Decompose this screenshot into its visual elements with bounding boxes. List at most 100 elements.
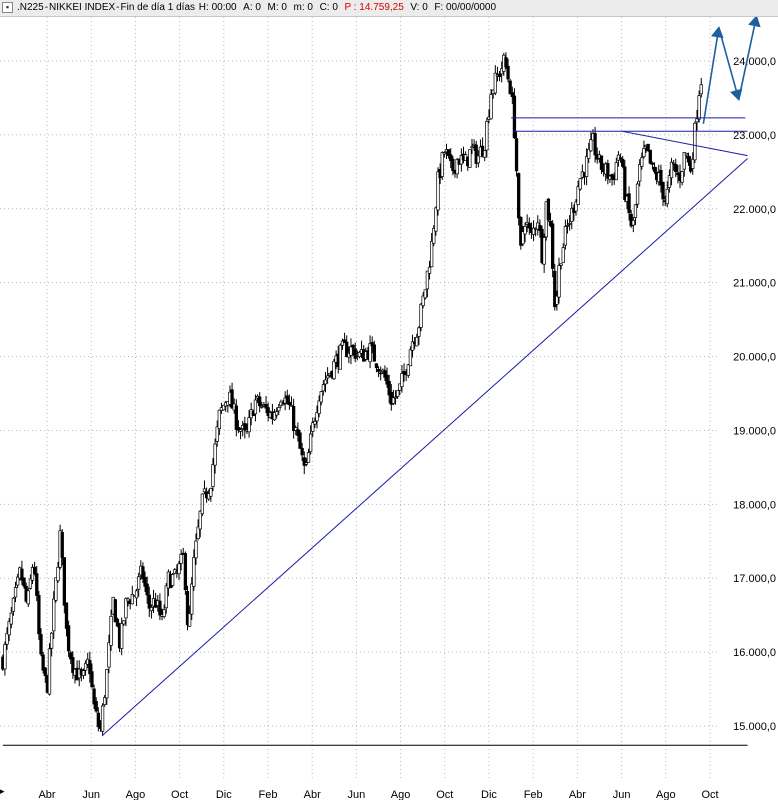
- candle-body: [357, 351, 362, 358]
- candle-body: [584, 156, 589, 177]
- candle-body: [684, 152, 689, 156]
- candle-body: [523, 226, 527, 235]
- candle-body: [680, 171, 684, 183]
- x-tick-label: Ago: [391, 789, 411, 800]
- candle-body: [342, 339, 347, 344]
- period-label: Fin de día 1 días: [120, 2, 196, 13]
- candle-body: [323, 379, 328, 385]
- candle-body: [105, 669, 109, 699]
- x-tick-label: Ago: [656, 789, 676, 800]
- scroll-marker-icon[interactable]: ▸: [0, 786, 5, 796]
- expand-icon[interactable]: ▪: [2, 2, 13, 13]
- candle-body: [281, 403, 285, 406]
- candle-body: [243, 423, 247, 431]
- x-tick-label: Jun: [613, 789, 631, 800]
- candle-body: [196, 526, 200, 540]
- candle-body: [423, 289, 427, 299]
- candle-body: [652, 166, 657, 172]
- projection-arrow-segment: [718, 27, 743, 101]
- candle-body: [187, 613, 192, 627]
- candle-body: [302, 457, 306, 466]
- candle-body: [504, 57, 508, 68]
- x-tick-label: Ago: [126, 789, 146, 800]
- candle-body: [313, 421, 317, 425]
- candle-body: [567, 223, 572, 225]
- candle-body: [661, 182, 665, 200]
- candle-body: [570, 207, 574, 222]
- candle-body: [83, 663, 88, 671]
- candle-body: [599, 155, 604, 170]
- candle-body: [306, 452, 311, 463]
- candle-body: [234, 405, 238, 430]
- candle-body: [374, 363, 379, 369]
- candle-body: [555, 295, 559, 305]
- candle-body: [32, 566, 37, 574]
- candle-body: [317, 400, 321, 414]
- candle-body: [400, 373, 404, 388]
- x-tick-label: Jun: [348, 789, 366, 800]
- candle-body: [512, 95, 517, 139]
- candle-body: [47, 648, 52, 695]
- candle-body: [213, 443, 217, 466]
- candle-body: [642, 148, 646, 157]
- candle-body: [39, 634, 43, 655]
- candle-body: [319, 391, 323, 403]
- a-field: A: 0: [243, 2, 261, 13]
- price-chart[interactable]: 15.000,0 16.000,0 17.000,0 18.000,0 19.000,0…: [0, 17, 778, 800]
- candle-body: [550, 223, 555, 269]
- candle-body: [30, 567, 35, 581]
- candle-body: [88, 660, 92, 675]
- candle-body: [92, 688, 96, 705]
- candle-body: [338, 344, 342, 370]
- v-field: V: 0: [410, 2, 428, 13]
- candle-body: [179, 554, 183, 564]
- candle-body: [415, 337, 419, 347]
- candle-body: [325, 375, 330, 379]
- candle-body: [69, 652, 73, 660]
- candle-body: [122, 620, 126, 625]
- candle-body: [60, 532, 64, 558]
- candle-body: [606, 163, 610, 179]
- candle-body: [506, 65, 510, 80]
- candle-body: [489, 94, 493, 120]
- candle-body: [275, 411, 279, 416]
- candle-body: [291, 406, 296, 432]
- candle-body: [559, 263, 563, 266]
- candle-body: [440, 152, 444, 177]
- candle-body: [215, 426, 219, 442]
- candle-body: [434, 207, 438, 232]
- candle-body: [147, 594, 151, 609]
- y-tick-label: 17.000,0: [733, 573, 776, 585]
- candle-body: [247, 417, 251, 433]
- x-tick-label: Feb: [259, 789, 278, 800]
- candle-body: [289, 404, 294, 407]
- candle-body: [614, 162, 618, 181]
- candle-body: [64, 602, 69, 629]
- candle-body: [217, 409, 221, 430]
- candle-body: [436, 171, 440, 211]
- candle-body: [236, 427, 241, 431]
- m-field: M: 0: [267, 2, 287, 13]
- candle-body: [393, 396, 398, 399]
- candle-body: [442, 152, 447, 155]
- candle-body: [468, 149, 472, 168]
- candle-body: [671, 162, 676, 165]
- candle-body: [635, 183, 640, 205]
- candle-body: [149, 607, 154, 612]
- chart-header: ▪ .N225 - NIKKEI INDEX - Fin de día 1 día…: [0, 0, 778, 17]
- candle-body: [421, 295, 425, 306]
- candle-body: [253, 399, 258, 415]
- candle-body: [56, 566, 60, 582]
- candle-body: [52, 598, 56, 632]
- candle-body: [71, 657, 75, 673]
- candle-body: [449, 154, 453, 162]
- candle-body: [20, 568, 24, 581]
- y-tick-label: 24.000,0: [733, 56, 776, 68]
- projection-arrows: [702, 17, 761, 124]
- candle-body: [669, 161, 674, 179]
- y-axis-labels: 15.000,0 16.000,0 17.000,0 18.000,0 19.000,0…: [733, 56, 776, 733]
- candle-body: [563, 226, 568, 246]
- instrument-name: NIKKEI INDEX: [49, 2, 116, 13]
- candle-body: [81, 670, 86, 676]
- candle-body: [264, 404, 268, 409]
